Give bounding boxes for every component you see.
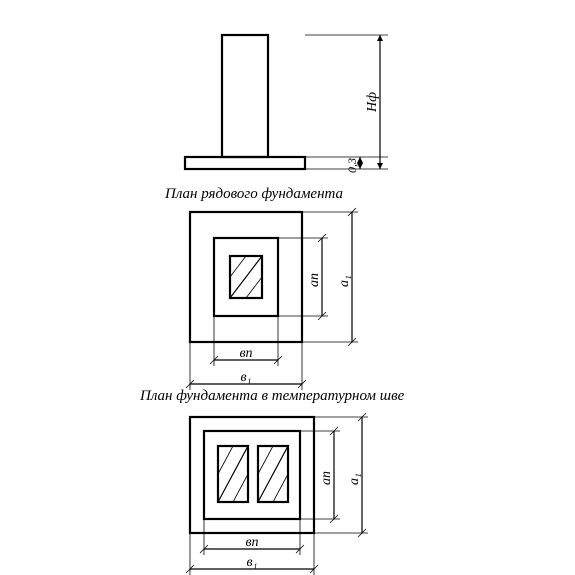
plan2-bp: вп: [245, 535, 258, 550]
: [218, 446, 233, 474]
pier: [222, 35, 268, 157]
: [246, 277, 262, 298]
: [230, 256, 246, 277]
plan1-bp: вп: [239, 346, 252, 361]
: [233, 474, 248, 502]
plan2-outer: [190, 417, 314, 533]
plan1-a1: a₁: [337, 275, 352, 287]
: [230, 256, 262, 298]
: [218, 446, 248, 502]
plan2-b1: в₁: [247, 555, 258, 570]
caption-double: План фундамента в температурном шве: [139, 388, 405, 404]
: [258, 446, 273, 474]
plan1-ap: aп: [307, 273, 322, 287]
base-slab: [185, 157, 305, 169]
plan2-a1: a₁: [347, 473, 362, 485]
: [273, 474, 288, 502]
caption-single: План рядового фундамента: [164, 186, 343, 202]
: [258, 446, 288, 502]
plan1-b1: в₁: [241, 370, 252, 385]
plan2-ap: aп: [319, 471, 334, 485]
label-03: 0,3: [345, 158, 359, 173]
label-Hf: Hф: [365, 92, 380, 113]
